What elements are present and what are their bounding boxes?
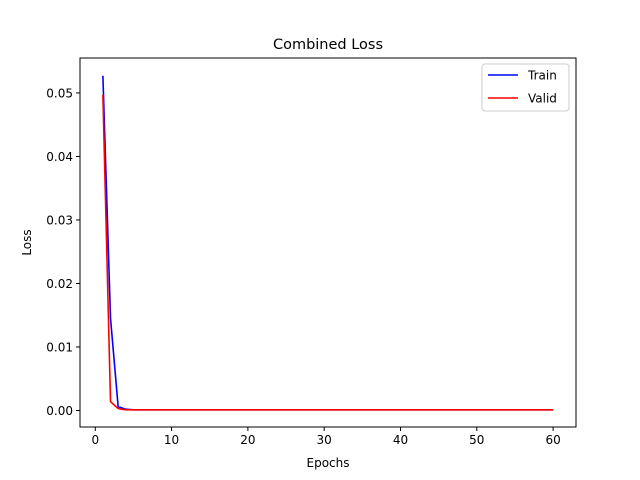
x-axis-ticks: 0 10 20 30 40 50 60 — [91, 427, 561, 447]
x-tick-label: 30 — [317, 433, 332, 447]
x-tick-label: 60 — [545, 433, 560, 447]
series-line-valid — [102, 94, 554, 411]
series-layer — [102, 75, 554, 411]
legend-label-valid: Valid — [528, 92, 557, 106]
y-tick-label: 0.01 — [46, 340, 73, 354]
y-tick-label: 0.02 — [46, 277, 73, 291]
x-tick-label: 0 — [91, 433, 99, 447]
y-axis-label: Loss — [20, 229, 34, 255]
legend-label-train: Train — [527, 69, 557, 83]
axes-frame — [79, 57, 577, 428]
y-tick-label: 0.03 — [46, 213, 73, 227]
y-tick-label: 0.05 — [46, 86, 73, 100]
legend: Train Valid — [481, 63, 570, 112]
y-tick-label: 0.00 — [46, 404, 73, 418]
chart-title: Combined Loss — [273, 37, 383, 53]
x-tick-label: 20 — [240, 433, 255, 447]
x-tick-label: 10 — [164, 433, 179, 447]
y-tick-label: 0.04 — [46, 150, 73, 164]
y-axis-ticks: 0.00 0.01 0.02 0.03 0.04 0.05 — [46, 86, 80, 418]
x-tick-label: 40 — [393, 433, 408, 447]
plot-area — [79, 57, 577, 428]
x-tick-label: 50 — [469, 433, 484, 447]
x-axis-label: Epochs — [307, 456, 350, 470]
